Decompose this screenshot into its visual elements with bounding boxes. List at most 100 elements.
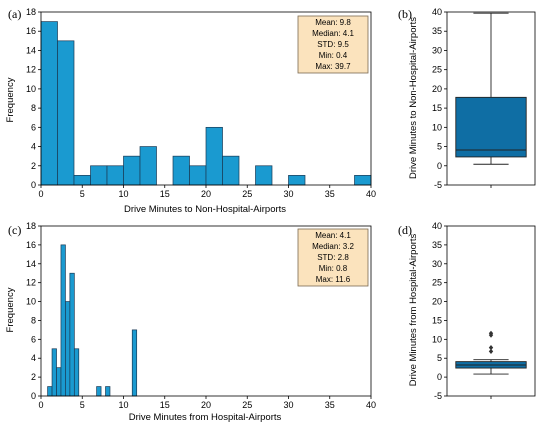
hist-bar-c-3 [60,244,66,397]
y-tick-label-b-25: 25 [432,65,442,75]
hist-bar-a-10 [222,155,240,186]
hist-bar-a-13 [354,175,372,186]
stat-max-a: Max: 39.7 [315,62,351,71]
x-tick-label-a-35: 35 [325,189,335,199]
hist-bar-a-2 [73,175,91,186]
y-tick-label-c-0: 0 [31,391,36,401]
y-tick-label-a-8: 8 [31,103,36,113]
stat-std-c: STD: 2.8 [317,253,349,262]
x-tick-label-a-0: 0 [38,189,43,199]
y-tick-label-b-0: 0 [437,161,442,171]
x-tick-label-a-15: 15 [160,189,170,199]
y-tick-label-c-12: 12 [26,278,36,288]
y-tick-label-d-20: 20 [432,297,442,307]
y-axis-label-d: Drive Minutes from Hospital-Airports [408,233,419,386]
y-tick-label-c-2: 2 [31,372,36,382]
histogram-a: 0 5 10 15 20 25 30 35 40 0 2 4 6 8 10 12 14 16 18 [26,7,376,199]
x-tick-label-c-25: 25 [242,400,252,410]
y-tick-label-d-10: 10 [432,334,442,344]
panel-b-label: (b) [398,7,412,21]
outlier-point-d-3 [488,330,494,336]
x-tick-label-c-10: 10 [118,400,128,410]
hist-bar-c-2 [56,367,62,397]
x-tick-label-c-40: 40 [366,400,376,410]
hist-bar-a-12 [288,175,306,186]
stats-box-c: Mean: 4.1 Median: 3.2 STD: 2.8 Min: 0.8 … [297,228,369,287]
hist-bar-a-3 [90,165,108,186]
hist-bar-c-1 [51,348,57,397]
y-tick-label-a-18: 18 [26,7,36,17]
stats-box-a: Mean: 9.8 Median: 4.1 STD: 9.5 Min: 0.4 … [297,15,369,74]
panel-a-label: (a) [8,7,21,21]
panel-b: (b) -5 0 5 10 15 20 25 30 35 40 Drive Minutes to … [398,7,536,190]
x-axis-label-c: Drive Minutes from Hospital-Airports [129,412,282,423]
hist-bar-a-1 [57,40,75,186]
boxplot-b: -5 0 5 10 15 20 25 30 35 40 [432,7,536,190]
stats-box-a-background [297,15,369,74]
stat-median-c: Median: 3.2 [312,242,354,251]
stat-min-a: Min: 0.4 [319,51,348,60]
stat-mean-a: Mean: 9.8 [315,18,351,27]
stat-max-c: Max: 11.6 [316,275,351,284]
y-tick-label-a-12: 12 [26,65,36,75]
stat-min-c: Min: 0.8 [319,264,348,273]
y-tick-label-c-14: 14 [26,259,36,269]
y-axis-label-b: Drive Minutes to Non-Hospital-Airports [408,17,419,179]
y-tick-label-d-35: 35 [432,240,442,250]
x-tick-label-c-30: 30 [283,400,293,410]
y-tick-label-c-10: 10 [26,297,36,307]
y-tick-label-d-5: 5 [437,353,442,363]
stat-mean-c: Mean: 4.1 [315,231,351,240]
y-tick-label-c-16: 16 [26,240,36,250]
hist-bar-c-5 [69,272,75,397]
hist-bar-a-9 [205,126,223,186]
y-tick-label-a-6: 6 [31,122,36,132]
hist-bar-c-7 [96,386,102,397]
y-tick-label-a-0: 0 [31,180,36,190]
y-tick-label-d-0: 0 [437,372,442,382]
outlier-point-d-0 [488,348,494,355]
x-tick-label-a-10: 10 [118,189,128,199]
y-tick-label-a-16: 16 [26,26,36,36]
y-tick-label-d-25: 25 [432,278,442,288]
panel-d-label: (d) [398,223,412,237]
x-tick-label-a-40: 40 [366,189,376,199]
x-tick-label-a-5: 5 [80,189,85,199]
y-tick-label-c-4: 4 [31,353,36,363]
hist-bar-a-0 [40,21,58,186]
y-tick-label-b-20: 20 [432,84,442,94]
y-tick-label-b-10: 10 [432,122,442,132]
boxplot-d: -5 0 5 10 15 20 25 30 35 40 [432,221,536,401]
x-tick-label-a-20: 20 [201,189,211,199]
stat-median-a: Median: 4.1 [312,29,354,38]
hist-bar-a-8 [189,165,207,186]
y-axis-label-c: Frequency [5,287,16,332]
x-tick-label-c-35: 35 [325,400,335,410]
hist-bar-c-0 [47,386,53,397]
y-tick-label-b--5: -5 [434,180,442,190]
stat-std-a: STD: 9.5 [317,40,349,49]
y-tick-label-d-15: 15 [432,315,442,325]
panel-a: (a) 0 5 10 15 20 25 30 35 40 0 2 4 6 8 10 12 14 16 18 Driv… [5,7,376,215]
hist-bar-c-8 [105,386,111,397]
y-tick-label-b-15: 15 [432,103,442,113]
hist-bar-a-11 [255,165,273,186]
outlier-point-d-1 [488,345,494,351]
x-tick-label-c-0: 0 [38,400,43,410]
x-tick-label-a-30: 30 [283,189,293,199]
y-axis-label-a: Frequency [5,77,16,122]
y-tick-label-a-10: 10 [26,84,36,94]
x-tick-label-a-25: 25 [242,189,252,199]
hist-bar-a-7 [172,155,190,186]
y-tick-label-d--5: -5 [434,391,442,401]
x-axis-label-a: Drive Minutes to Non-Hospital-Airports [124,204,286,215]
hist-bar-a-5 [123,155,141,186]
panel-c-label: (c) [8,223,21,237]
hist-bar-c-6 [73,348,80,397]
histogram-c: 0 5 10 15 20 25 30 35 40 0 2 4 6 8 10 12 14 16 18 [26,221,376,410]
y-tick-label-b-30: 30 [432,45,442,55]
y-tick-label-b-35: 35 [432,26,442,36]
panel-c: (c) 0 5 10 15 20 25 30 35 40 0 2 4 6 8 10 12 14 16 18 Driv… [5,221,376,423]
x-tick-label-c-5: 5 [80,400,85,410]
